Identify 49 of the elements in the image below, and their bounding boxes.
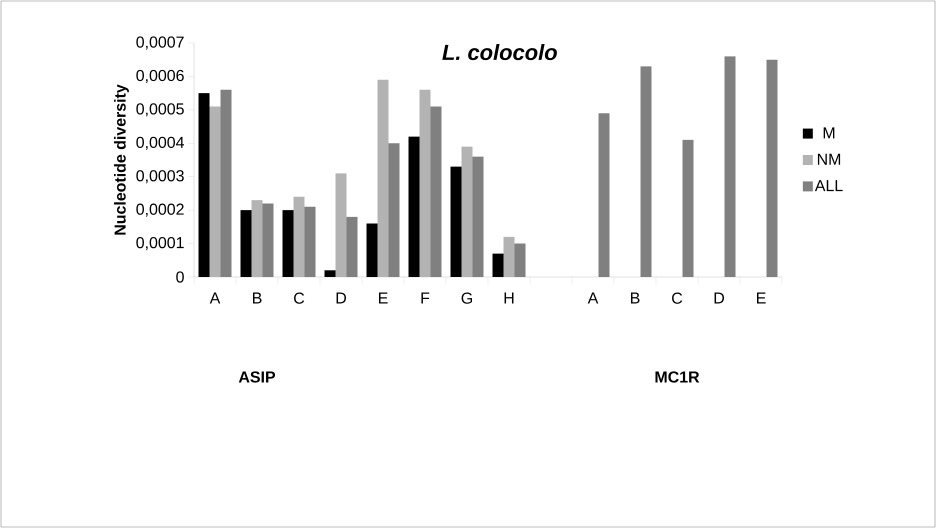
y-tick-label: 0,0004	[136, 136, 184, 150]
y-tick-label: 0,0007	[136, 36, 184, 50]
legend-label: M	[824, 127, 834, 138]
bar	[198, 93, 210, 277]
bar	[304, 206, 316, 277]
x-tick-label: H	[504, 292, 514, 304]
legend-label: NM	[818, 154, 840, 165]
bar	[766, 60, 778, 277]
x-tick-label: E	[757, 292, 766, 304]
x-tick-label: B	[631, 292, 640, 304]
bar	[324, 270, 336, 277]
x-tick-label: F	[421, 292, 430, 304]
x-tick-label: C	[672, 292, 682, 304]
bar	[724, 56, 736, 277]
x-tick-label: A	[210, 292, 220, 304]
bar	[346, 216, 358, 277]
bar	[492, 254, 504, 277]
y-tick-label: 0,0006	[136, 70, 184, 83]
x-tick-label: G	[462, 292, 472, 304]
y-tick-label: 0,0005	[136, 103, 184, 116]
bar	[450, 166, 462, 277]
text: MC1R	[655, 371, 700, 383]
bar	[514, 244, 526, 277]
bar	[408, 136, 420, 277]
bar	[366, 224, 378, 277]
y-tick-label: 0	[176, 271, 184, 283]
bar	[240, 210, 252, 277]
bar	[598, 113, 610, 277]
x-tick-label: A	[588, 292, 598, 304]
bar	[262, 203, 274, 277]
y-tick-label: 0,0001	[136, 236, 184, 250]
y-tick-label: 0,0003	[136, 170, 184, 184]
x-tick-label: C	[294, 292, 304, 304]
y-tick-label: 0,0002	[136, 204, 184, 217]
bar	[388, 143, 400, 277]
chart-title: L. colocolo	[442, 44, 557, 60]
legend-label: ALL	[814, 180, 843, 192]
bar	[682, 140, 694, 277]
x-tick-label: D	[336, 292, 346, 304]
bar	[430, 106, 442, 277]
text: ASIP	[238, 371, 276, 383]
x-tick-label: B	[253, 292, 262, 304]
bar	[220, 90, 232, 277]
x-tick-label: D	[714, 292, 724, 304]
bar	[282, 210, 294, 277]
x-tick-label: E	[379, 292, 388, 304]
y-axis-title: Nucleotide diversity	[114, 84, 129, 235]
bar	[472, 156, 484, 277]
bar	[640, 66, 652, 277]
